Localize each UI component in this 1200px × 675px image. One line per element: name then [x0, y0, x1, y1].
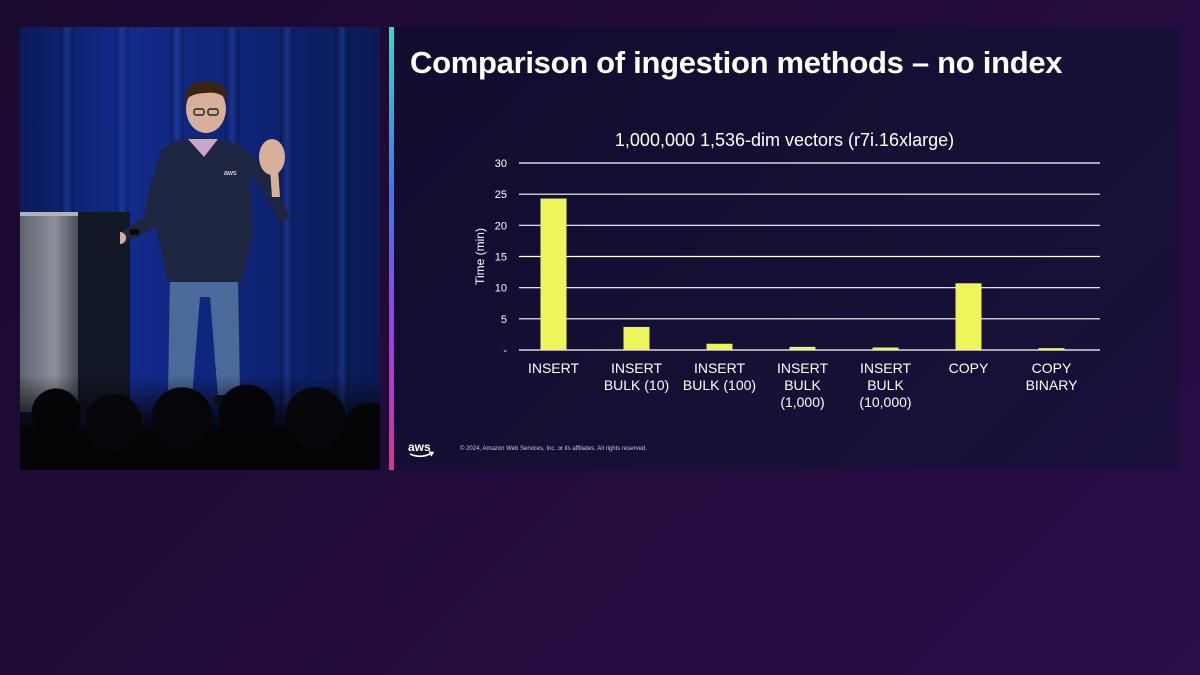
bars	[540, 198, 1065, 350]
aws-logo: aws	[408, 440, 435, 458]
y-tick-labels: - 5 10 15 20 25 30	[495, 158, 508, 357]
slide-title: Comparison of ingestion methods – no ind…	[410, 45, 1063, 80]
y-tick-label: 20	[495, 220, 507, 232]
x-tick-labels: INSERT INSERT BULK (10) INSERT BULK (100) INS…	[528, 360, 1078, 410]
curtain-fold	[280, 27, 294, 470]
podium-top	[20, 212, 80, 216]
bar-chart: 1,000,000 1,536-dim vectors (r7i.16xlarg…	[473, 130, 1100, 410]
speaker-video: aws	[20, 27, 380, 470]
speaker: aws	[120, 81, 290, 405]
x-tick-label: COPY BINARY	[1026, 360, 1079, 393]
chart-title: 1,000,000 1,536-dim vectors (r7i.16xlarg…	[615, 130, 954, 150]
bar	[955, 283, 982, 350]
x-tick-label: INSERT BULK (10)	[604, 360, 669, 393]
bar	[872, 347, 899, 350]
y-axis-label: Time (min)	[473, 228, 487, 285]
bar	[540, 198, 567, 350]
y-tick-label: 25	[495, 189, 507, 201]
x-tick-label: COPY	[949, 360, 989, 376]
slide-accent-bar	[389, 27, 394, 470]
y-tick-label: 30	[495, 158, 507, 170]
y-tick-label: 5	[501, 314, 507, 326]
audience	[20, 375, 380, 470]
presentation-slide: Comparison of ingestion methods – no ind…	[389, 27, 1179, 470]
shirt-aws-logo: aws	[224, 170, 237, 177]
gridlines	[519, 162, 1100, 351]
x-tick-label: INSERT	[528, 360, 580, 376]
curtain-fold	[335, 27, 349, 470]
bar	[623, 326, 650, 350]
bar	[706, 343, 733, 350]
copyright-notice: © 2024, Amazon Web Services, Inc. or its…	[460, 446, 647, 452]
bar	[789, 346, 816, 350]
x-tick-label: INSERT BULK (10,000)	[859, 360, 911, 410]
x-tick-label: INSERT BULK (1,000)	[777, 360, 829, 410]
y-tick-label: -	[503, 345, 507, 357]
bar	[1038, 348, 1065, 350]
x-tick-label: INSERT BULK (100)	[683, 360, 756, 393]
aws-logo-text: aws	[408, 440, 431, 454]
y-tick-label: 15	[495, 252, 507, 264]
y-tick-label: 10	[495, 283, 507, 295]
